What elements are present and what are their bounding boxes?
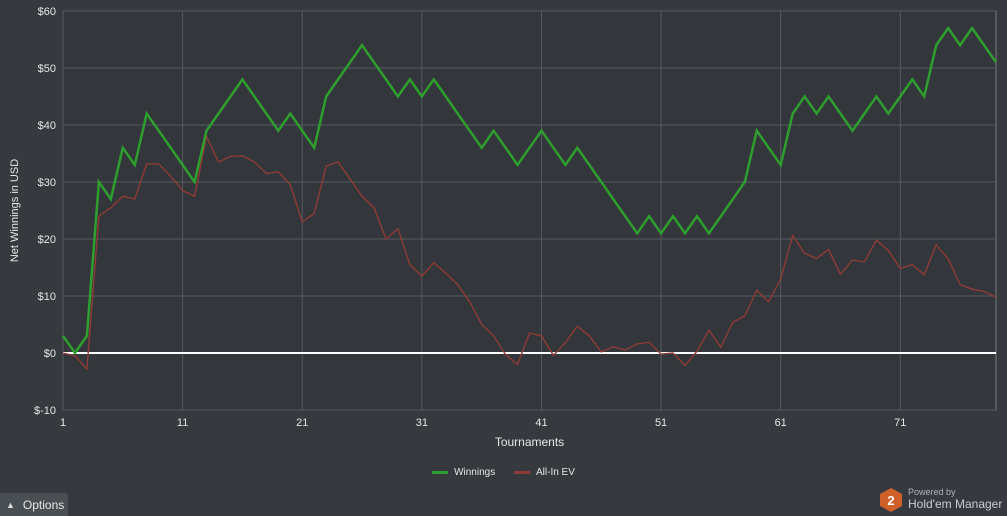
plot-area	[62, 10, 997, 411]
y-axis-label: Net Winnings in USD	[9, 159, 21, 262]
hem-logo: 2 Powered by Hold'em Manager	[880, 486, 1007, 514]
x-tick-label: 11	[177, 417, 188, 429]
x-tick-label: 61	[775, 417, 787, 429]
caret-up-icon: ▲	[6, 499, 15, 510]
brand-name: Hold'em Manager	[908, 497, 1003, 511]
powered-by-text: Powered by	[908, 487, 956, 497]
legend-item-winnings[interactable]: Winnings	[432, 467, 495, 478]
y-tick-label: $50	[38, 63, 56, 75]
x-tick-label: 51	[655, 417, 667, 429]
y-tick-label: $-10	[34, 405, 56, 417]
series-line-allin-ev	[62, 134, 997, 371]
x-tick-label: 71	[894, 417, 906, 429]
y-tick-label: $60	[38, 6, 56, 18]
y-tick-label: $10	[38, 291, 56, 303]
x-tick-label: 41	[535, 417, 547, 429]
options-label: Options	[22, 497, 65, 512]
legend: Winnings All-In EV	[0, 466, 1007, 478]
options-button[interactable]: ▲ Options	[0, 493, 68, 516]
y-tick-label: $40	[38, 120, 56, 132]
hem-badge-icon: 2	[880, 488, 902, 512]
x-axis-label: Tournaments	[495, 435, 564, 449]
y-tick-label: $20	[38, 234, 56, 246]
x-tick-label: 1	[60, 417, 66, 429]
legend-label-winnings: Winnings	[454, 467, 496, 478]
x-tick-label: 21	[296, 417, 308, 429]
legend-swatch-allin	[514, 471, 530, 474]
legend-swatch-winnings	[432, 471, 449, 474]
y-tick-label: $0	[44, 348, 56, 360]
x-tick-label: 31	[416, 417, 428, 429]
legend-label-allin: All-In EV	[536, 467, 575, 478]
y-tick-label: $30	[38, 177, 56, 189]
series-line-winnings	[61, 25, 998, 356]
badge-number: 2	[887, 493, 894, 508]
legend-item-allin[interactable]: All-In EV	[514, 467, 575, 478]
